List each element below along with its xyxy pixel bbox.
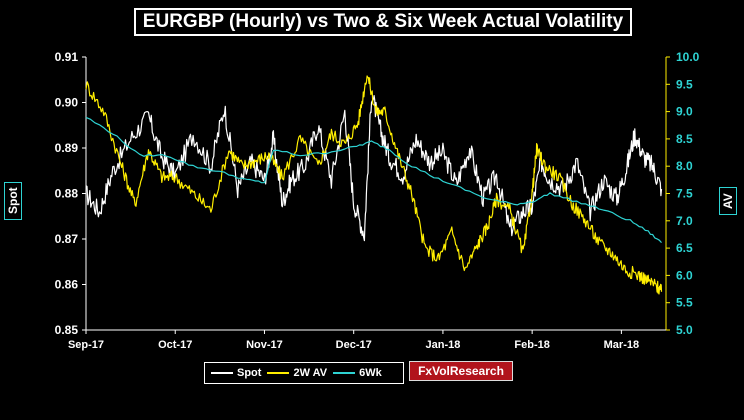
y-axis-left-title: Spot — [4, 182, 22, 220]
legend-item-6wk: 6Wk — [333, 367, 382, 379]
y-left-tick-label: 0.87 — [55, 232, 79, 246]
chart-title: EURGBP (Hourly) vs Two & Six Week Actual… — [134, 8, 632, 36]
legend-label-6wk: 6Wk — [359, 367, 382, 379]
legend-item-2w-av: 2W AV — [267, 367, 327, 379]
y-right-tick-label: 5.5 — [676, 296, 693, 310]
x-tick-label: Mar-18 — [604, 339, 639, 351]
y-right-tick-label: 7.0 — [676, 214, 693, 228]
y-right-tick-label: 9.5 — [676, 77, 693, 91]
y-right-tick-label: 9.0 — [676, 105, 693, 119]
y-left-tick-label: 0.88 — [55, 187, 79, 201]
x-tick-label: Oct-17 — [158, 339, 192, 351]
y-right-tick-label: 7.5 — [676, 187, 693, 201]
legend: Spot 2W AV 6Wk — [204, 362, 404, 384]
legend-swatch-2w-av — [267, 372, 290, 374]
legend-item-spot: Spot — [211, 367, 261, 379]
y-left-tick-label: 0.91 — [55, 50, 79, 64]
series-line-6wk — [85, 116, 662, 244]
y-right-tick-label: 8.5 — [676, 132, 693, 146]
brand-badge[interactable]: FxVolResearch — [409, 361, 513, 381]
series-line-2w-av — [85, 75, 663, 295]
x-tick-label: Dec-17 — [336, 339, 372, 351]
x-tick-label: Feb-18 — [514, 339, 549, 351]
y-right-tick-label: 6.0 — [676, 268, 693, 282]
y-left-tick-label: 0.89 — [55, 141, 79, 155]
y-left-tick-label: 0.85 — [55, 323, 79, 337]
legend-label-spot: Spot — [237, 367, 262, 379]
x-tick-label: Jan-18 — [425, 339, 460, 351]
x-tick-label: Nov-17 — [246, 339, 283, 351]
y-right-tick-label: 10.0 — [676, 50, 700, 64]
legend-label-2w-av: 2W AV — [293, 367, 328, 379]
series-line-spot — [85, 94, 663, 242]
y-axis-right-title: AV — [719, 187, 737, 215]
y-left-tick-label: 0.90 — [55, 96, 79, 110]
y-right-tick-label: 8.0 — [676, 159, 693, 173]
y-left-tick-label: 0.86 — [55, 278, 79, 292]
y-right-tick-label: 5.0 — [676, 323, 693, 337]
y-right-tick-label: 6.5 — [676, 241, 693, 255]
legend-swatch-spot — [211, 372, 233, 374]
legend-swatch-6wk — [333, 372, 356, 374]
x-tick-label: Sep-17 — [68, 339, 104, 351]
